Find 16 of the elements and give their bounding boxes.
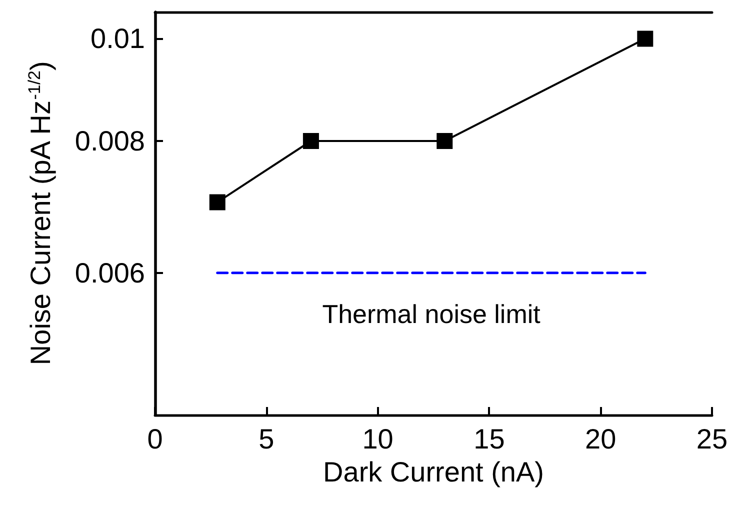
y-axis-title: Noise Current (pA Hz-1/2) <box>25 61 56 366</box>
x-tick-label: 5 <box>258 424 274 454</box>
point <box>302 132 319 149</box>
y-tick-label: 0.01 <box>90 23 145 54</box>
y-tick-label: 0.006 <box>74 257 145 288</box>
point <box>637 30 654 47</box>
x-tick-label: 20 <box>585 424 616 454</box>
x-tick-label: 10 <box>362 424 394 454</box>
y-tick-label: 0.008 <box>74 125 145 156</box>
point <box>436 132 453 149</box>
x-axis-title: Dark Current (nA) <box>323 456 544 488</box>
series-label: Thermal noise limit <box>322 298 542 329</box>
x-tick-label: 0 <box>147 424 163 454</box>
x-tick-label: 15 <box>474 424 505 454</box>
point <box>209 194 226 210</box>
x-tick-label: 25 <box>696 424 728 454</box>
